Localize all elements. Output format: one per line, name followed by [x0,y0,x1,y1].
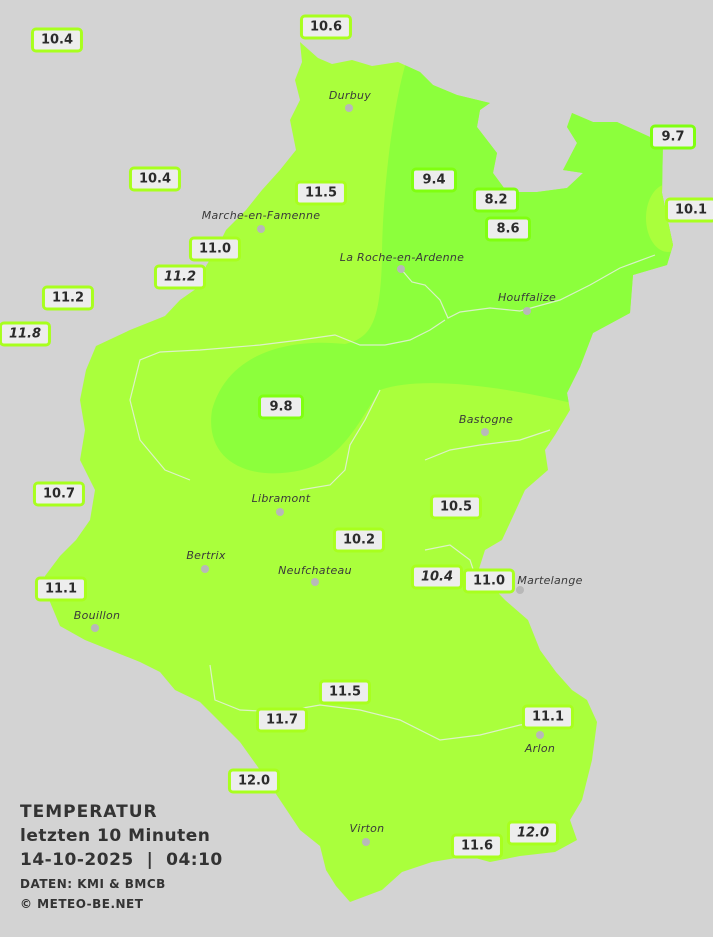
city-dot-libramont [276,508,284,516]
city-label-martelange: Martelange [517,574,583,587]
station-temperature-badge[interactable]: 12.0 [506,820,560,846]
city-label-durbuy: Durbuy [328,89,372,102]
rivers [129,254,656,741]
station-temperature-badge[interactable]: 8.2 [473,187,519,213]
station-temperature-badge[interactable]: 11.7 [255,707,309,733]
city-label-libramont: Libramont [251,492,311,505]
city-dot-marche-en-famenne [257,225,265,233]
map-legend: TEMPERATUR letzten 10 Minuten 14-10-2025… [20,800,223,914]
station-temperature-badge[interactable]: 11.0 [188,236,242,262]
city-label-arlon: Arlon [524,742,556,755]
city-dot-bertrix [201,565,209,573]
station-temperature-badge[interactable]: 10.1 [664,197,713,223]
city-dot-neufchateau [311,578,319,586]
station-temperature-badge[interactable]: 11.5 [318,679,372,705]
station-temperature-badge[interactable]: 9.8 [258,394,304,420]
station-temperature-badge[interactable]: 11.2 [153,264,207,290]
station-temperature-badge[interactable]: 8.6 [485,216,531,242]
city-dot-arlon [536,731,544,739]
legend-source: DATEN: KMI & BMCB [20,877,166,891]
station-temperature-badge[interactable]: 10.6 [299,14,353,40]
legend-datetime: 14-10-2025 | 04:10 [20,850,223,870]
station-temperature-badge[interactable]: 11.8 [0,321,52,347]
station-temperature-badge[interactable]: 11.2 [41,285,95,311]
station-temperature-badge[interactable]: 11.6 [450,833,504,859]
city-label-marche-en-famenne: Marche-en-Famenne [201,209,321,222]
station-temperature-badge[interactable]: 9.7 [650,124,696,150]
legend-title: TEMPERATUR [20,802,158,822]
city-label-virton: Virton [349,822,385,835]
city-label-bertrix: Bertrix [186,549,226,562]
city-dot-virton [362,838,370,846]
station-temperature-badge[interactable]: 12.0 [227,768,281,794]
station-temperature-badge[interactable]: 10.4 [30,27,84,53]
legend-copyright: © METEO-BE.NET [20,897,144,911]
station-temperature-badge[interactable]: 11.5 [294,180,348,206]
station-temperature-badge[interactable]: 10.4 [410,564,464,590]
city-label-bastogne: Bastogne [458,413,514,426]
city-dot-bouillon [91,624,99,632]
city-dot-la-roche-en-ardenne [397,265,405,273]
city-dot-martelange [516,586,524,594]
legend-period: letzten 10 Minuten [20,826,211,846]
station-temperature-badge[interactable]: 11.0 [462,568,516,594]
station-temperature-badge[interactable]: 10.4 [128,166,182,192]
city-dot-durbuy [345,104,353,112]
station-temperature-badge[interactable]: 9.4 [411,167,457,193]
station-temperature-badge[interactable]: 10.7 [32,481,86,507]
city-label-bouillon: Bouillon [73,609,121,622]
city-label-neufchateau: Neufchateau [278,564,352,577]
city-label-la-roche-en-ardenne: La Roche-en-Ardenne [339,251,465,264]
station-temperature-badge[interactable]: 11.1 [34,576,88,602]
city-label-houffalize: Houffalize [497,291,557,304]
city-dot-bastogne [481,428,489,436]
station-temperature-badge[interactable]: 11.1 [521,704,575,730]
station-temperature-badge[interactable]: 10.2 [332,527,386,553]
city-dot-houffalize [523,307,531,315]
station-temperature-badge[interactable]: 10.5 [429,494,483,520]
